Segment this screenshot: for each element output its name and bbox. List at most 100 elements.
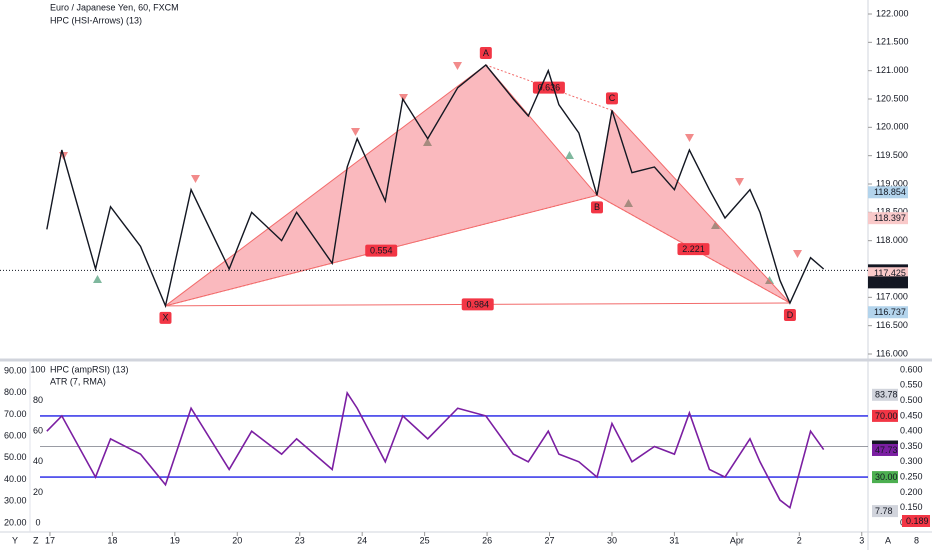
level-tag (872, 409, 898, 422)
price-tick-label: 121.000 (876, 65, 909, 75)
ratio-label: 2.221 (682, 244, 705, 254)
price-tag-label: 116.737 (874, 307, 906, 317)
osc-left-tick: 60.00 (4, 431, 27, 441)
footer-y[interactable]: Y (12, 535, 18, 545)
time-tick-label: 2 (797, 535, 802, 545)
atr-tick: 0.150 (900, 502, 923, 512)
price-tag (868, 267, 908, 280)
osc-inner-tick: 60 (33, 426, 43, 436)
footer-8[interactable]: 8 (914, 535, 919, 545)
osc-left-tick: 80.00 (4, 387, 27, 397)
point-box (159, 311, 172, 324)
rsi-line (46, 390, 825, 510)
countdown-box (868, 276, 908, 289)
atr-tick: 0.200 (900, 487, 923, 497)
osc-left-tick: 90.00 (4, 365, 27, 375)
price-tag-label: 118.397 (874, 213, 906, 223)
time-tick-label: 25 (420, 535, 430, 545)
price-tick-label: 116.500 (876, 320, 908, 330)
ratio-label: 0.636 (538, 83, 561, 93)
ratio-box (532, 81, 565, 94)
price-tick-label: 117.000 (876, 292, 908, 302)
price-tick-label: 116.000 (876, 348, 908, 358)
ratio-box (365, 244, 398, 257)
price-tag-label: 118.854 (874, 187, 906, 197)
time-tick-label: 26 (482, 535, 492, 545)
point-label: A (483, 48, 489, 58)
osc-left-tick: 40.00 (4, 474, 27, 484)
time-tick-label: 31 (669, 535, 679, 545)
ratio-label: 0.984 (466, 299, 489, 309)
time-tick-label: 19 (170, 535, 180, 545)
atr-tick: 0.550 (900, 380, 923, 390)
osc-left-tick: 20.00 (4, 517, 27, 527)
level-tag-label: 70.00 (875, 411, 898, 421)
point-label: B (594, 202, 600, 212)
atr-tag (902, 515, 930, 527)
point-box (605, 92, 618, 105)
atr-tick: 0.500 (900, 395, 923, 405)
price-tick-label: 118.500 (876, 207, 908, 217)
osc-inner-tick: 100 (30, 364, 45, 374)
price-tick-label: 118.000 (876, 235, 908, 245)
price-tick-label: 122.000 (876, 8, 909, 18)
osc-inner-tick: 20 (33, 487, 43, 497)
point-box (590, 201, 603, 214)
time-tick-label: Apr (730, 535, 744, 545)
osc-inner-tick: 40 (33, 456, 43, 466)
price-tag (868, 186, 908, 199)
atr-tick: 0.250 (900, 471, 923, 481)
atr-tick: 0.350 (900, 441, 923, 451)
osc-left-tick: 50.00 (4, 452, 27, 462)
price-tag-label: 117.425 (874, 268, 906, 278)
indicator-title: HPC (HSI-Arrows) (13) (50, 15, 142, 25)
point-box (783, 309, 796, 321)
time-tick-label: 20 (232, 535, 242, 545)
footer-a[interactable]: A (885, 535, 891, 545)
time-tick-label: 24 (357, 535, 367, 545)
osc-inner-tick: 80 (33, 395, 43, 405)
osc-left-tick: 30.00 (4, 496, 27, 506)
atr-tick: 0.600 (900, 364, 923, 374)
point-label: C (609, 93, 616, 103)
atr-tag-label: 0.189 (906, 516, 929, 526)
osc-tag (872, 505, 898, 518)
price-tick-label: 119.500 (876, 150, 908, 160)
point-label: X (162, 313, 168, 323)
ratio-box (461, 298, 494, 311)
price-tick-label: 120.000 (876, 122, 909, 132)
atr-tick: 0.300 (900, 456, 923, 466)
time-tick-label: 23 (295, 535, 305, 545)
level-tag-label: 30.00 (875, 472, 898, 482)
price-tag (868, 212, 908, 225)
ratio-label: 0.554 (370, 245, 393, 255)
osc-inner-tick: 0 (35, 517, 40, 527)
osc-tag (872, 388, 898, 401)
ratio-box (677, 243, 710, 256)
osc-tag-label: 83.78 (875, 390, 898, 400)
time-tick-label: 3 (859, 535, 864, 545)
time-tick-label: 27 (545, 535, 555, 545)
level-tag (872, 471, 898, 484)
symbol-title: Euro / Japanese Yen, 60, FXCM (50, 2, 179, 12)
time-tick-label: 17 (45, 535, 55, 545)
price-tick-label: 120.500 (876, 93, 909, 103)
osc-tag (872, 443, 898, 456)
price-tick-label: 121.500 (876, 37, 909, 47)
atr-tick: 0.450 (900, 410, 923, 420)
time-tick-label: 18 (107, 535, 117, 545)
osc-tag-label: 47.73 (875, 445, 898, 455)
price-line (46, 64, 825, 309)
price-tick-label: 119.000 (876, 178, 908, 188)
atr-tick: 0.400 (900, 426, 923, 436)
countdown: 45:49 (878, 277, 901, 287)
osc-tag-label: 7.78 (875, 506, 893, 516)
point-label: D (787, 310, 794, 320)
footer-z[interactable]: Z (33, 535, 39, 545)
point-box (479, 47, 492, 59)
ratio-line (596, 194, 791, 304)
time-tick-label: 30 (607, 535, 617, 545)
osc-left-tick: 70.00 (4, 409, 27, 419)
